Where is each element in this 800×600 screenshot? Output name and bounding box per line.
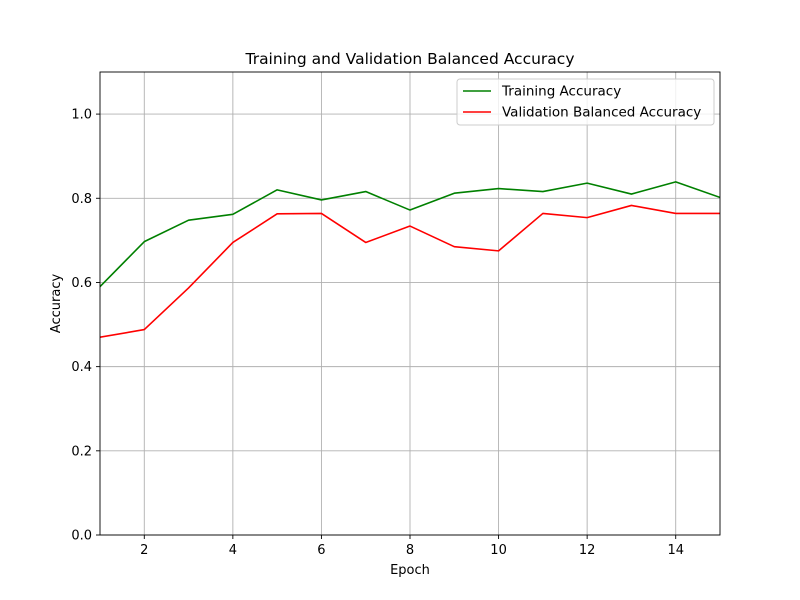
series-line-1	[100, 204, 720, 338]
series-line-0	[100, 181, 720, 288]
y-axis-ticks: 0.0 0.2 0.4 0.6 0.8 1.0	[71, 108, 100, 544]
y-tick-label-3: 0.6	[71, 276, 92, 291]
x-tick-label-2: 6	[317, 543, 325, 558]
legend: Training Accuracy Validation Balanced Acc…	[456, 78, 715, 126]
series-lines	[100, 181, 720, 338]
y-tick-label-5: 1.0	[71, 108, 92, 123]
y-tick-label-2: 0.4	[71, 360, 92, 375]
x-tick-label-5: 12	[579, 543, 596, 558]
y-tick-label-1: 0.2	[71, 444, 92, 459]
legend-label-1: Validation Balanced Accuracy	[502, 105, 701, 121]
x-tick-label-3: 8	[406, 543, 414, 558]
y-tick-label-0: 0.0	[71, 529, 92, 544]
chart-title: Training and Validation Balanced Accurac…	[245, 50, 575, 68]
legend-label-0: Training Accuracy	[501, 84, 621, 100]
legend-box	[456, 78, 715, 126]
x-tick-label-6: 14	[667, 543, 684, 558]
x-tick-label-4: 10	[490, 543, 507, 558]
y-tick-label-4: 0.8	[71, 192, 92, 207]
y-axis-label: Accuracy	[49, 274, 64, 334]
x-tick-label-1: 4	[229, 543, 237, 558]
grid	[100, 72, 720, 536]
x-axis-label: Epoch	[390, 563, 430, 578]
x-axis-ticks: 2 4 6 8 10 12 14	[140, 535, 684, 558]
x-tick-label-0: 2	[140, 543, 148, 558]
